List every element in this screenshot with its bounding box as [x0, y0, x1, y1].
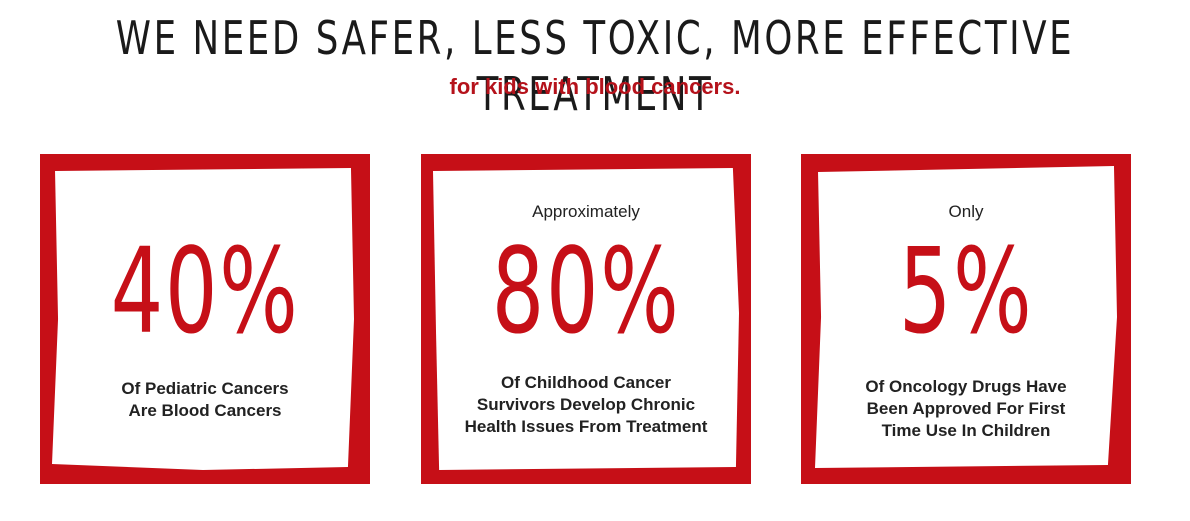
- stat-description-line: Of Childhood Cancer: [501, 373, 671, 392]
- stat-description: Of Oncology Drugs Have Been Approved For…: [801, 376, 1131, 442]
- stat-description-line: Of Oncology Drugs Have: [865, 377, 1067, 396]
- stat-description-line: Health Issues From Treatment: [464, 417, 708, 436]
- stat-description-line: Of Pediatric Cancers: [121, 379, 289, 398]
- stat-description-line: Survivors Develop Chronic: [476, 395, 696, 414]
- stat-description: Of Pediatric Cancers Are Blood Cancers: [40, 378, 370, 422]
- stat-description-line: Are Blood Cancers: [128, 401, 282, 420]
- stat-card-inner: [433, 168, 739, 470]
- stat-description-line: Time Use In Children: [881, 421, 1051, 440]
- stat-description: Of Childhood Cancer Survivors Develop Ch…: [421, 372, 751, 438]
- stat-card-inner: [815, 166, 1117, 468]
- page-subheadline: for kids with blood cancers.: [449, 74, 741, 99]
- stat-card-pediatric-blood-cancers: 40% Of Pediatric Cancers Are Blood Cance…: [40, 154, 370, 484]
- stat-description-line: Been Approved For First: [866, 399, 1066, 418]
- stat-value: 80%: [491, 222, 681, 360]
- stat-prefix: Approximately: [532, 202, 640, 221]
- stat-card-inner: [52, 168, 354, 470]
- page-headline: WE NEED SAFER, LESS TOXIC, MORE EFFECTIV…: [115, 11, 1075, 121]
- stat-value: 5%: [898, 222, 1034, 360]
- stat-card-oncology-drugs-approved: Only 5% Of Oncology Drugs Have Been Appr…: [801, 154, 1131, 484]
- stat-prefix: Only: [948, 202, 984, 221]
- stat-value: 40%: [110, 222, 300, 360]
- stat-card-survivors-chronic-issues: Approximately 80% Of Childhood Cancer Su…: [421, 154, 751, 484]
